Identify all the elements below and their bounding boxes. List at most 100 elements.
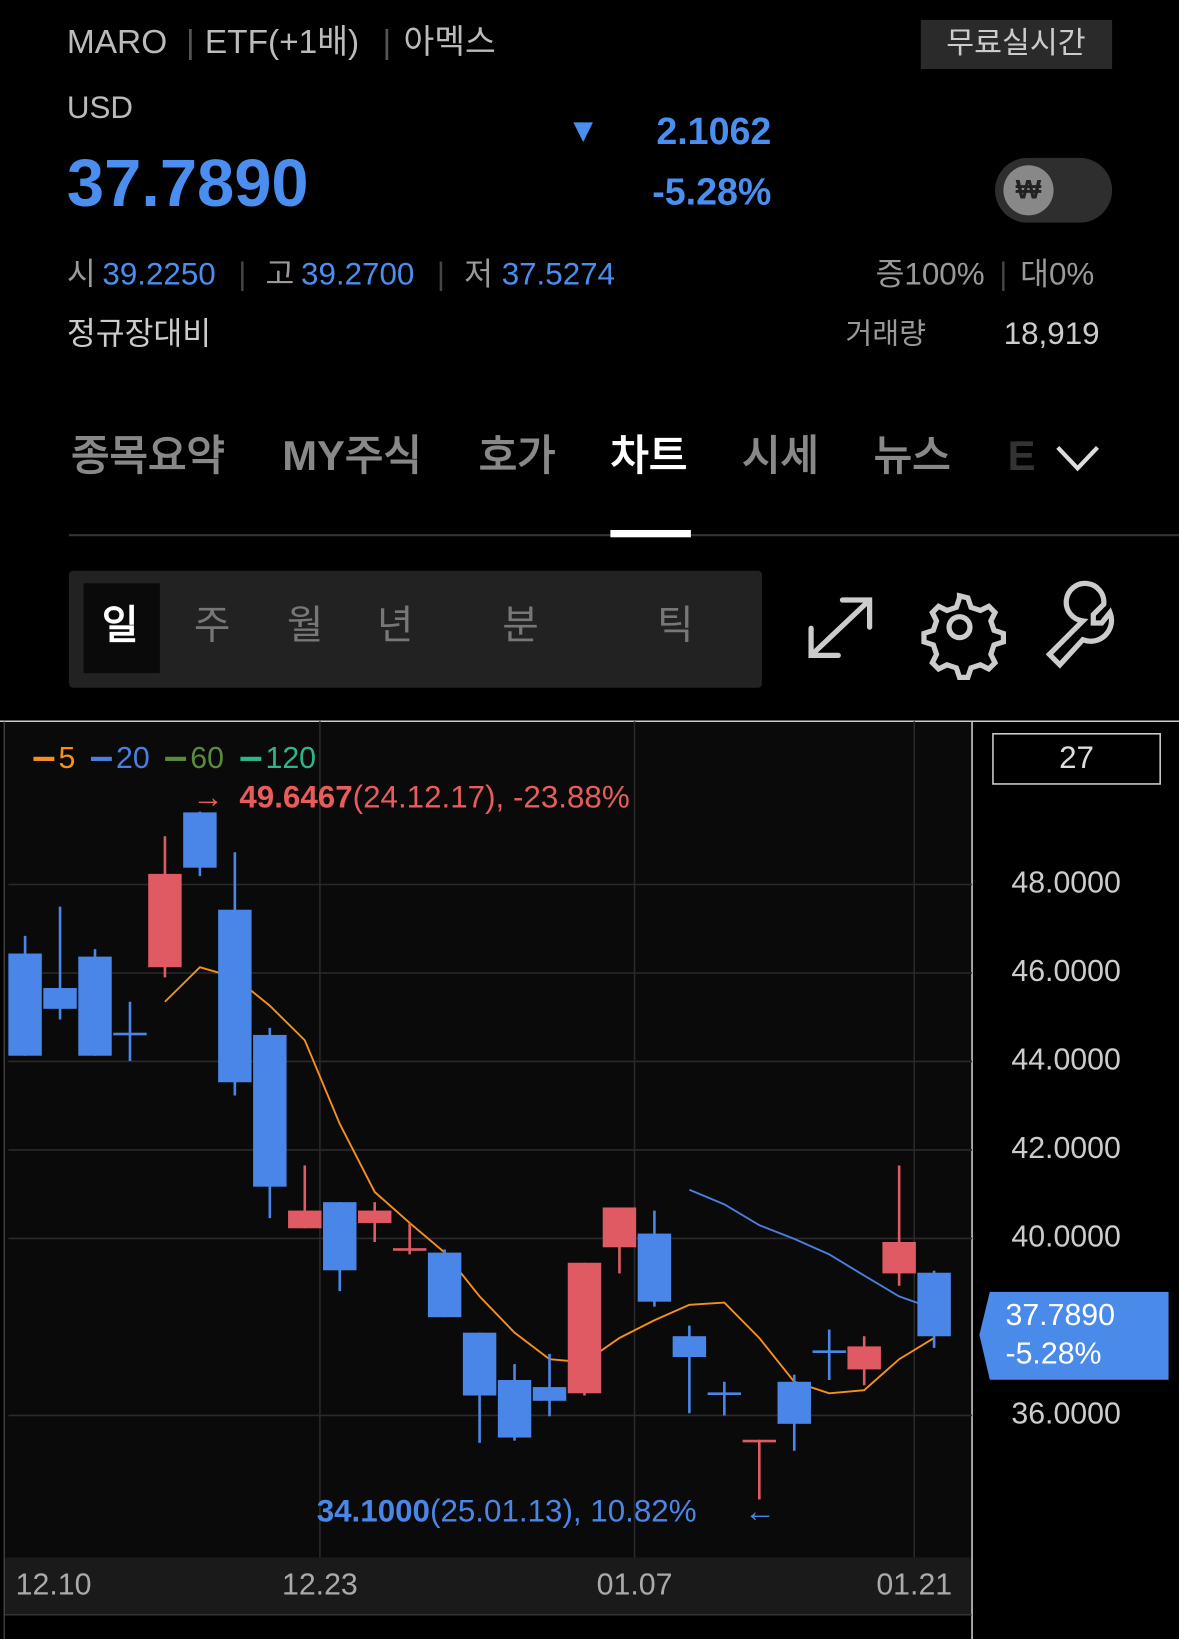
tabs-more[interactable] xyxy=(1056,445,1099,472)
change-pct: -5.28% xyxy=(652,170,771,212)
period[interactable]: 년 xyxy=(377,604,414,648)
candle-body xyxy=(602,1207,637,1248)
period[interactable]: 월 xyxy=(287,604,324,648)
separator: | xyxy=(383,24,392,61)
exchange: 아멕스 xyxy=(403,24,495,61)
candle-body xyxy=(183,812,217,868)
candle-body xyxy=(148,873,182,968)
candle-body xyxy=(497,1380,532,1438)
legend-swatch xyxy=(90,756,112,761)
candle-body xyxy=(567,1262,602,1394)
y-tick-label: 46.0000 xyxy=(1011,955,1121,988)
separator: | xyxy=(238,256,246,291)
separator: | xyxy=(999,256,1007,291)
high: 39.2700 xyxy=(301,256,414,291)
count-box[interactable] xyxy=(992,733,1161,785)
x-tick-label: 01.21 xyxy=(876,1569,952,1602)
max-detail: (24.12.17), -23.88% xyxy=(353,780,630,815)
tab-active[interactable]: 차트 xyxy=(610,432,687,479)
legend-label: 60 xyxy=(190,742,224,775)
toggle-knob xyxy=(1003,165,1054,216)
candle-body xyxy=(742,1439,777,1443)
candle-body xyxy=(113,1032,147,1036)
candle-body xyxy=(672,1336,707,1358)
x-tick-label: 12.23 xyxy=(282,1569,358,1602)
legend-label: 120 xyxy=(265,742,316,775)
last-price-tag xyxy=(979,1291,1169,1380)
expand-icon[interactable] xyxy=(808,597,873,659)
currency: USD xyxy=(67,90,133,125)
chart-area xyxy=(4,721,973,1558)
candle-body xyxy=(637,1233,672,1302)
max-value: 49.6467 xyxy=(239,780,352,815)
candle-body xyxy=(253,1034,287,1187)
x-axis-strip xyxy=(4,1557,973,1615)
volume-label: 거래량 xyxy=(845,318,926,350)
candle-body xyxy=(462,1332,497,1396)
x-tick-label: 12.10 xyxy=(16,1569,92,1602)
separator: | xyxy=(437,256,445,291)
candle-body xyxy=(78,956,112,1056)
candle-body xyxy=(218,909,252,1083)
candle-body xyxy=(532,1387,567,1401)
price: 37.7890 xyxy=(67,146,309,221)
tab[interactable]: 시세 xyxy=(742,432,819,479)
period[interactable]: 분 xyxy=(502,604,539,648)
symbol: MARO xyxy=(67,24,167,61)
realtime-button[interactable] xyxy=(920,19,1113,70)
settings-icon[interactable] xyxy=(921,592,1007,680)
period[interactable]: 틱 xyxy=(657,604,694,648)
high-label: 고 xyxy=(265,256,294,291)
session: 정규장대비 xyxy=(67,316,211,351)
legend-label: 20 xyxy=(116,742,150,775)
y-tick-label: 48.0000 xyxy=(1011,867,1121,900)
moving-average xyxy=(689,1188,935,1310)
candle-body xyxy=(917,1272,951,1337)
period-bar xyxy=(68,570,762,688)
loan: 대0% xyxy=(1020,256,1094,291)
period[interactable]: 주 xyxy=(194,604,231,648)
max-arrow: → xyxy=(192,780,223,815)
tab-indicator xyxy=(610,529,691,538)
last-price-pct: -5.28% xyxy=(1005,1338,1101,1371)
legend-swatch xyxy=(33,756,55,761)
candle-body xyxy=(427,1252,462,1318)
min-arrow: ← xyxy=(744,1494,775,1529)
tab[interactable]: E xyxy=(1008,432,1036,479)
candle-body xyxy=(323,1202,357,1271)
change: 2.1062 xyxy=(656,110,771,152)
candle-body xyxy=(812,1350,846,1353)
legend-swatch xyxy=(165,756,187,761)
y-tick-label: 42.0000 xyxy=(1011,1132,1121,1165)
tab[interactable]: 종목요약 xyxy=(71,432,225,479)
candle-body xyxy=(8,953,42,1056)
y-tick-label: 44.0000 xyxy=(1011,1043,1121,1076)
tab[interactable]: MY주식 xyxy=(282,432,422,479)
min-value: 34.1000 xyxy=(317,1494,430,1529)
fund-type: ETF(+1배) xyxy=(205,24,359,61)
tab[interactable]: 호가 xyxy=(479,432,556,479)
min-detail: (25.01.13), 10.82% xyxy=(430,1494,697,1529)
tools-icon[interactable] xyxy=(1045,580,1115,669)
candle-body xyxy=(847,1346,881,1370)
candle-body xyxy=(357,1210,392,1223)
separator: | xyxy=(186,24,195,61)
candle-body xyxy=(882,1241,916,1274)
period[interactable]: 일 xyxy=(102,604,139,648)
x-tick-label: 01.07 xyxy=(597,1569,673,1602)
settings-icon-center xyxy=(946,614,973,641)
last-price: 37.7890 xyxy=(1005,1299,1115,1332)
low-label: 저 xyxy=(464,256,493,291)
count-label: 27 xyxy=(1059,740,1094,775)
down-arrow: ▼ xyxy=(567,113,600,150)
margin: 증100% xyxy=(876,256,985,291)
max-note: → 49.6467(24.12.17), -23.88% xyxy=(192,780,629,815)
open-label: 시 xyxy=(67,256,96,291)
volume: 18,919 xyxy=(1004,316,1100,351)
candle-body xyxy=(288,1210,322,1229)
y-tick-label: 40.0000 xyxy=(1011,1220,1121,1253)
min-note: 34.1000(25.01.13), 10.82% ← xyxy=(317,1494,776,1529)
tab[interactable]: 뉴스 xyxy=(874,432,951,479)
